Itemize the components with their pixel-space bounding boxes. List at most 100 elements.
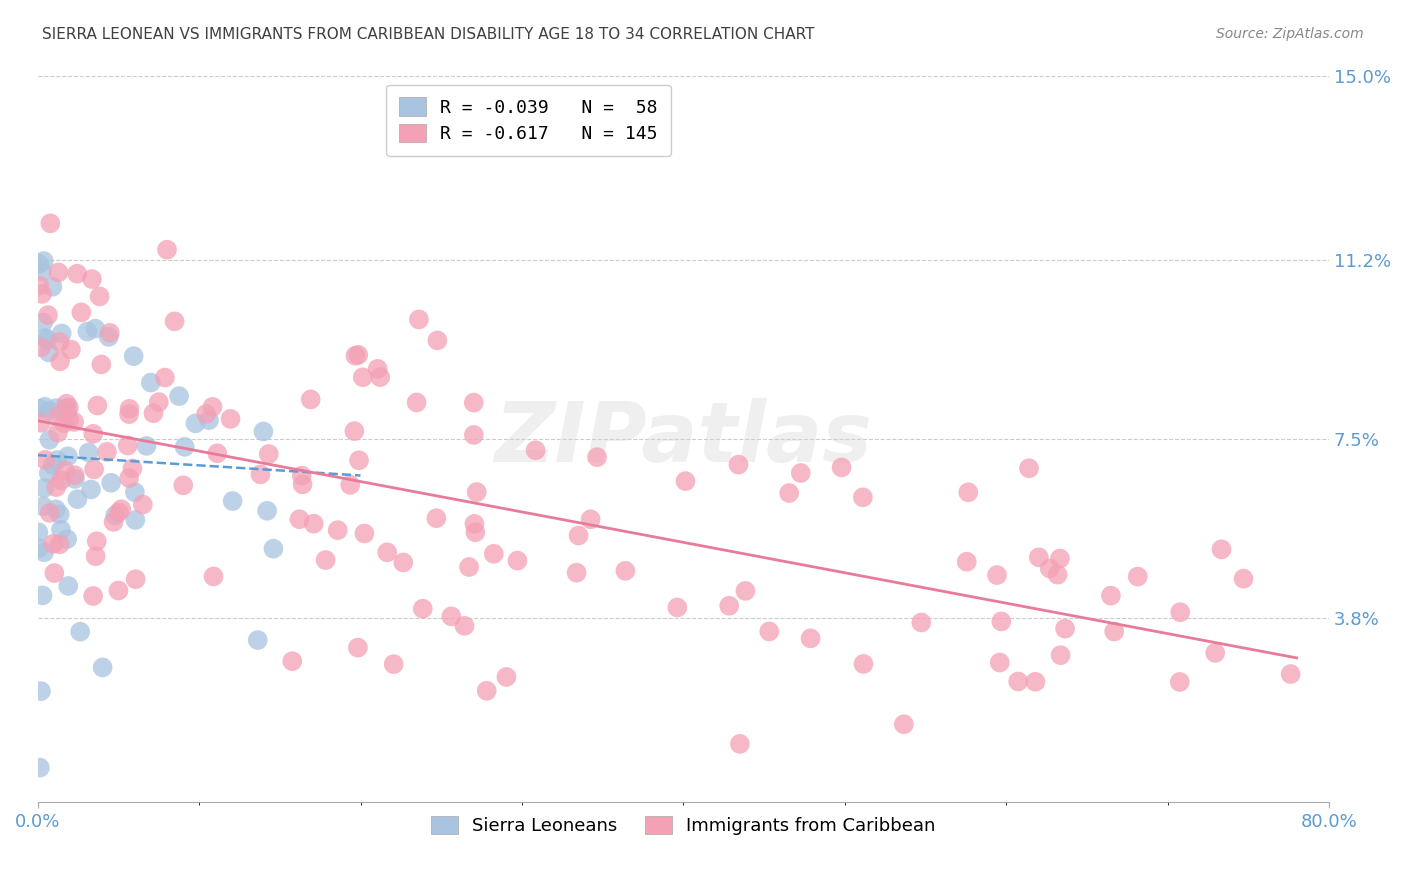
Point [51, 326, 73, 341]
Point [104, 508, 127, 523]
Point [219, 412, 242, 426]
Point [58, 401, 80, 415]
Point [567, 528, 589, 542]
Point [46, 425, 69, 440]
Point [207, 446, 229, 460]
Point [103, 515, 125, 529]
Point [118, 407, 141, 421]
Point [53, 416, 76, 430]
Point [1126, 569, 1149, 583]
Point [1049, 551, 1071, 566]
Point [1028, 550, 1050, 565]
Point [221, 494, 243, 508]
Point [27, 525, 49, 540]
Point [38, 433, 60, 447]
Point [48, 507, 70, 521]
Point [48, 334, 70, 349]
Point [201, 400, 224, 414]
Point [302, 516, 325, 531]
Point [110, 502, 132, 516]
Point [1102, 624, 1125, 639]
Point [55, 401, 77, 415]
Point [32, 254, 55, 268]
Point [184, 417, 207, 431]
Point [368, 370, 391, 384]
Point [1018, 461, 1040, 475]
Point [252, 425, 274, 439]
Point [34, 400, 56, 414]
Point [453, 619, 475, 633]
Point [82, 426, 104, 441]
Point [852, 491, 875, 505]
Point [90, 358, 112, 372]
Point [121, 461, 143, 475]
Point [425, 511, 447, 525]
Point [458, 560, 481, 574]
Point [257, 447, 280, 461]
Point [405, 395, 427, 409]
Point [734, 583, 756, 598]
Point [614, 564, 637, 578]
Point [910, 615, 932, 630]
Point [1168, 675, 1191, 690]
Point [412, 601, 434, 615]
Point [148, 395, 170, 409]
Point [382, 657, 405, 672]
Point [675, 474, 697, 488]
Point [262, 541, 284, 556]
Point [31, 264, 53, 278]
Point [98, 326, 121, 340]
Point [45, 502, 67, 516]
Point [70, 305, 93, 319]
Point [63, 468, 86, 483]
Point [957, 485, 980, 500]
Point [37, 308, 59, 322]
Point [465, 485, 488, 500]
Point [163, 314, 186, 328]
Point [32, 316, 55, 330]
Point [790, 466, 813, 480]
Point [56, 406, 79, 420]
Point [56, 532, 79, 546]
Point [30, 416, 52, 430]
Point [118, 471, 141, 485]
Point [31, 588, 53, 602]
Point [1049, 648, 1071, 662]
Point [408, 312, 430, 326]
Point [339, 478, 361, 492]
Point [1054, 622, 1077, 636]
Point [59, 343, 82, 357]
Point [173, 440, 195, 454]
Point [28, 401, 51, 416]
Point [718, 599, 741, 613]
Point [495, 670, 517, 684]
Point [44, 566, 66, 580]
Point [353, 526, 375, 541]
Point [124, 572, 146, 586]
Point [1046, 567, 1069, 582]
Point [80, 483, 103, 497]
Point [195, 407, 218, 421]
Point [347, 640, 370, 655]
Point [32, 545, 55, 559]
Point [49, 537, 72, 551]
Point [118, 401, 141, 416]
Point [426, 334, 449, 348]
Point [100, 475, 122, 490]
Point [46, 453, 69, 467]
Point [122, 349, 145, 363]
Point [256, 504, 278, 518]
Point [48, 265, 70, 279]
Point [132, 498, 155, 512]
Point [124, 513, 146, 527]
Point [89, 289, 111, 303]
Point [586, 450, 609, 465]
Point [86, 534, 108, 549]
Point [45, 401, 67, 415]
Point [139, 376, 162, 390]
Point [55, 397, 77, 411]
Point [107, 505, 129, 519]
Point [38, 345, 60, 359]
Point [249, 467, 271, 482]
Point [156, 243, 179, 257]
